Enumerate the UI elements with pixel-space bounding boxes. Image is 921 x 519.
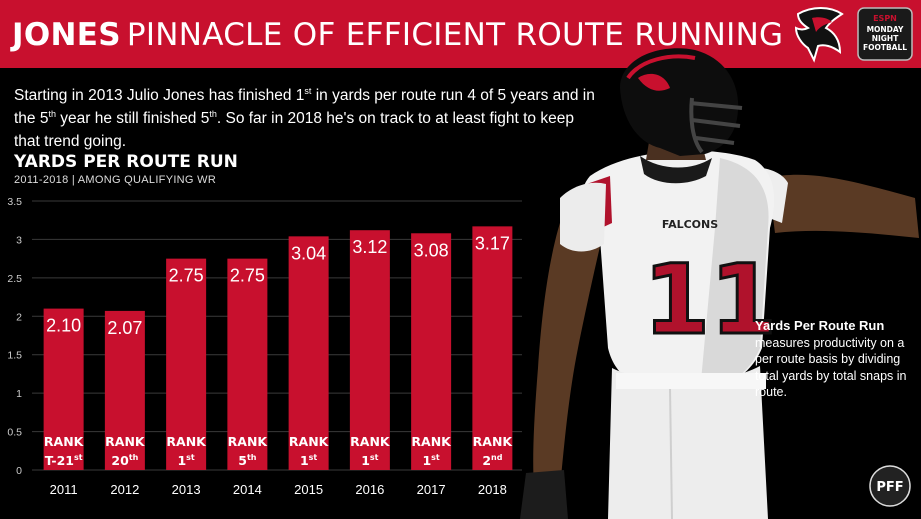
header-bar: JONES PINNACLE OF EFFICIENT ROUTE RUNNING — [0, 0, 921, 68]
bar-2016 — [349, 230, 390, 470]
rank-value: 1st — [177, 453, 194, 468]
rank-value-main: 1 — [300, 453, 309, 468]
bar-value-label: 3.12 — [352, 237, 387, 257]
x-tick-label: 2013 — [172, 482, 201, 497]
bar-value-label: 2.75 — [230, 266, 265, 286]
mnf-logo-brand: ESPN — [873, 14, 897, 23]
jersey-team-text: FALCONS — [662, 218, 718, 231]
rank-value-sup: th — [247, 453, 257, 462]
x-tick-label: 2018 — [478, 482, 507, 497]
intro-part-1: Starting in 2013 Julio Jones has finishe… — [14, 87, 305, 104]
x-tick-label: 2014 — [233, 482, 262, 497]
rank-value-sup: th — [129, 453, 139, 462]
rank-value-main: 1 — [177, 453, 186, 468]
rank-value-sup: st — [370, 453, 379, 462]
rank-value: 1st — [361, 453, 378, 468]
bar-chart: 00.511.522.533.52.10RANKT-21st20112.07RA… — [7, 196, 522, 497]
rank-word: RANK — [228, 434, 269, 449]
bar-2012 — [104, 310, 145, 470]
page-title-bold: JONES — [12, 17, 121, 53]
logos: ESPN MONDAY NIGHT FOOTBALL — [794, 7, 913, 63]
mnf-logo-line1: MONDAY — [867, 25, 904, 34]
chart-subtitle: 2011-2018 | AMONG QUALIFYING WR — [14, 174, 217, 186]
bar-value-label: 3.08 — [414, 240, 449, 260]
bar-2011 — [43, 308, 84, 470]
falcons-logo-icon — [794, 7, 844, 63]
rank-value-main: 5 — [238, 453, 247, 468]
intro-sup-2: th — [48, 109, 56, 119]
side-note-heading: Yards Per Route Run — [755, 318, 885, 333]
pff-logo-icon: PFF — [869, 465, 911, 507]
rank-value-main: 20 — [111, 453, 129, 468]
y-tick-label: 3.5 — [7, 196, 22, 208]
rank-value-sup: st — [74, 453, 83, 462]
rank-word: RANK — [473, 434, 514, 449]
rank-value-sup: st — [309, 453, 318, 462]
x-tick-label: 2012 — [110, 482, 139, 497]
y-tick-label: 0 — [16, 465, 22, 477]
rank-value-main: 1 — [361, 453, 370, 468]
y-tick-label: 3 — [16, 234, 22, 246]
monday-night-football-logo-icon: ESPN MONDAY NIGHT FOOTBALL — [857, 7, 913, 61]
x-tick-label: 2016 — [355, 482, 384, 497]
rank-word: RANK — [411, 434, 452, 449]
jersey-number: 11 — [643, 244, 777, 356]
rank-word: RANK — [289, 434, 330, 449]
mnf-logo-line3: FOOTBALL — [863, 43, 907, 52]
y-tick-label: 1 — [16, 388, 22, 400]
x-tick-label: 2015 — [294, 482, 323, 497]
rank-value-sup: st — [186, 453, 195, 462]
rank-value: 1st — [300, 453, 317, 468]
rank-value: 20th — [111, 453, 138, 468]
y-tick-label: 0.5 — [7, 427, 22, 439]
bar-value-label: 2.10 — [46, 316, 81, 336]
rank-word: RANK — [105, 434, 146, 449]
player-photo: 11 FALCONS — [520, 48, 919, 519]
rank-word: RANK — [350, 434, 391, 449]
bar-value-label: 3.17 — [475, 233, 510, 253]
bar-2013 — [166, 258, 207, 470]
intro-part-4: . So far in 2018 he's on track to at lea… — [14, 110, 574, 150]
y-tick-label: 1.5 — [7, 350, 22, 362]
bar-value-label: 2.75 — [169, 266, 204, 286]
rank-value-sup: nd — [491, 453, 503, 462]
bar-2017 — [411, 233, 452, 470]
rank-value-main: 2 — [482, 453, 491, 468]
intro-sup-3: th — [209, 109, 217, 119]
x-tick-label: 2011 — [50, 482, 78, 497]
rank-word: RANK — [166, 434, 207, 449]
rank-value-main: 1 — [422, 453, 431, 468]
bar-value-label: 2.07 — [107, 318, 142, 338]
side-note-body: measures productivity on a per route bas… — [755, 335, 907, 400]
intro-sup-1: st — [304, 86, 312, 96]
bar-2015 — [288, 236, 329, 470]
intro-text: Starting in 2013 Julio Jones has finishe… — [14, 84, 604, 153]
rank-value: 1st — [422, 453, 439, 468]
bar-value-label: 3.04 — [291, 243, 326, 263]
rank-value-main: T-21 — [45, 453, 74, 468]
page-title: JONES PINNACLE OF EFFICIENT ROUTE RUNNING — [12, 13, 783, 57]
rank-word: RANK — [44, 434, 85, 449]
side-note: Yards Per Route Run measures productivit… — [755, 318, 915, 401]
pff-logo-text: PFF — [876, 480, 903, 495]
rank-value: 2nd — [482, 453, 502, 468]
y-tick-label: 2.5 — [7, 273, 22, 285]
intro-part-2: in yards per route run 4 of 5 years and … — [14, 87, 595, 127]
y-tick-label: 2 — [16, 311, 22, 323]
chart-title: YARDS PER ROUTE RUN — [14, 152, 238, 172]
page-title-light: PINNACLE OF EFFICIENT ROUTE RUNNING — [126, 17, 784, 53]
rank-value-sup: st — [431, 453, 440, 462]
rank-value: 5th — [238, 453, 257, 468]
bar-2014 — [227, 258, 268, 470]
bar-2018 — [472, 226, 513, 470]
intro-part-3: year he still finished 5 — [56, 110, 210, 127]
rank-value: T-21st — [45, 453, 83, 468]
mnf-logo-line2: NIGHT — [872, 34, 900, 43]
x-tick-label: 2017 — [417, 482, 446, 497]
